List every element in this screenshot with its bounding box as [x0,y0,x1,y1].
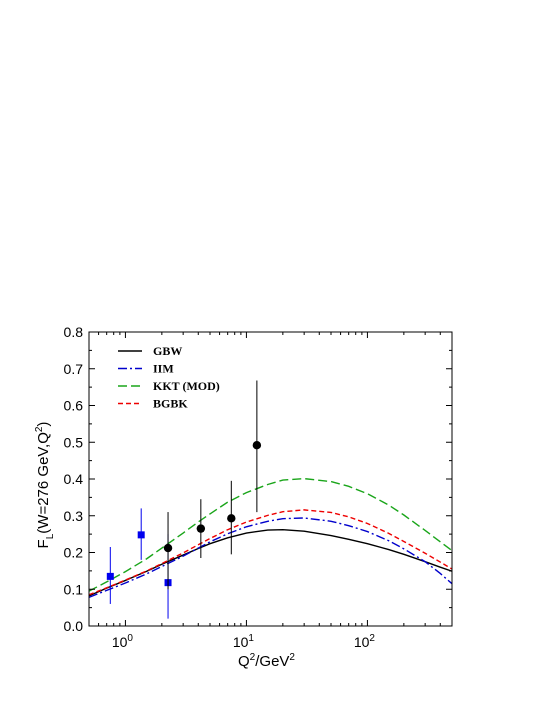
axis-ticks: 0.0 0.1 0.2 0.3 0.4 0.5 0.6 0.7 0.8 100 101 102 [64,324,453,650]
data-point-square-1 [106,572,114,580]
series-line-gbw [89,529,452,597]
x-tick-label: 101 [233,633,255,650]
data-point-square-2 [137,531,145,539]
legend-label-bgbk: BGBK [153,397,188,411]
y-tick-label: 0.5 [64,434,84,450]
data-points-layer [106,380,262,619]
x-tick-label: 100 [112,633,134,650]
series-line-iim [89,517,452,598]
legend-label-iim: IIM [153,362,174,376]
data-point-circle-5 [196,524,206,533]
y-axis-label: FL(W=276 GeV,Q2) [34,422,56,549]
y-tick-label: 0.8 [64,324,84,340]
y-tick-label: 0.4 [64,471,84,487]
x-axis-label: Q2/GeV2 [238,652,295,670]
data-point-circle-7 [252,440,262,450]
y-tick-label: 0.3 [64,508,84,524]
legend: GBW IIM KKT (MOD) BGBK [118,344,220,411]
series-line-kkt-mod [89,477,452,592]
x-tick-label: 102 [354,633,376,650]
series-line-bgbk [89,509,452,596]
curves-layer [89,477,452,598]
y-tick-label: 0.2 [64,545,84,561]
data-point-circle-4 [163,543,173,553]
y-tick-label: 0.0 [64,618,84,634]
y-tick-label: 0.1 [64,581,84,597]
legend-label-kkt-mod: KKT (MOD) [153,379,220,393]
y-tick-label: 0.6 [64,398,84,414]
y-tick-label: 0.7 [64,361,84,377]
legend-label-gbw: GBW [153,344,182,358]
plot-frame [88,331,453,627]
data-point-circle-6 [227,514,236,523]
